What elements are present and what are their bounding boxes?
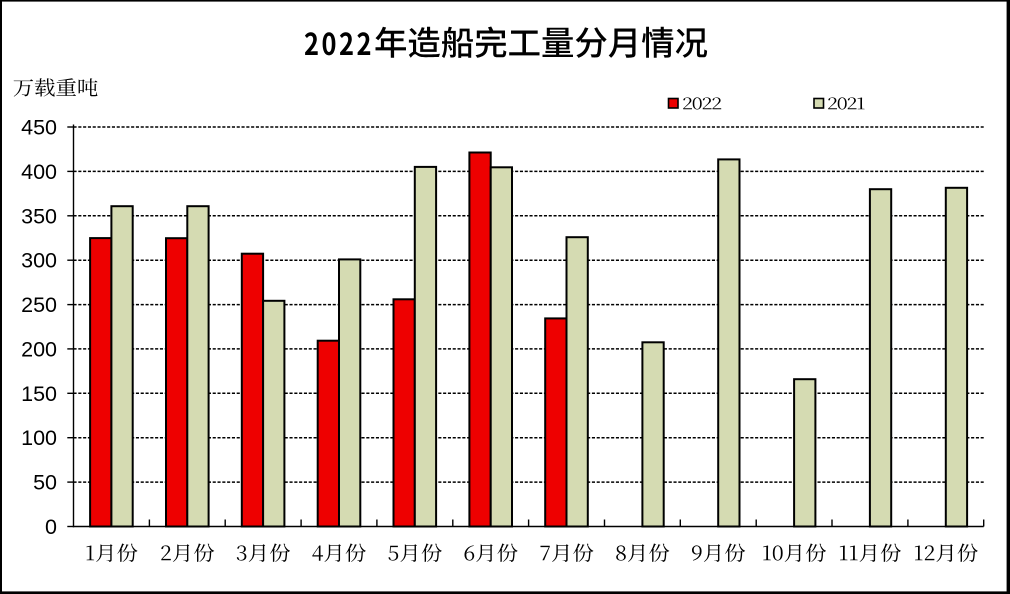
svg-text:50: 50 [33,471,57,495]
svg-text:400: 400 [21,160,57,184]
svg-text:200: 200 [21,337,57,361]
svg-text:350: 350 [21,204,57,228]
svg-text:250: 250 [21,293,57,317]
svg-text:300: 300 [21,249,57,273]
svg-text:150: 150 [21,382,57,406]
svg-text:450: 450 [21,116,57,140]
svg-text:0: 0 [45,515,57,539]
svg-text:100: 100 [21,426,57,450]
